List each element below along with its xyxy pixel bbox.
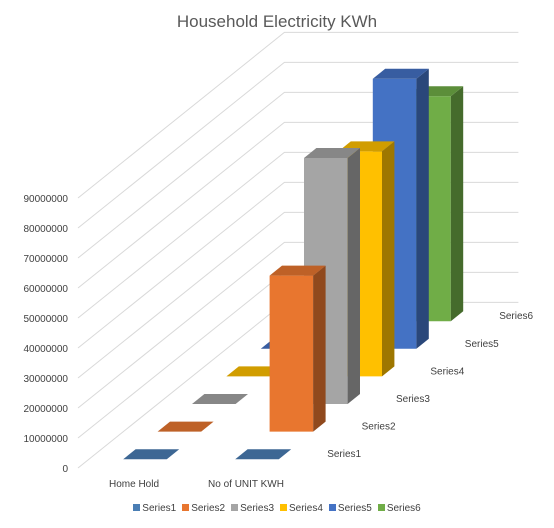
bar-series3-1 — [192, 394, 248, 404]
bar-top — [157, 421, 214, 432]
x-tick-label: Home Hold — [109, 479, 159, 490]
y-tick-label: 90000000 — [24, 194, 69, 205]
legend-label: Series6 — [386, 503, 421, 514]
series-axis-label: Series1 — [327, 449, 361, 460]
legend-item: Series4 — [280, 503, 323, 514]
bar-top — [269, 265, 326, 276]
legend-item: Series6 — [377, 503, 421, 514]
bar-side — [416, 68, 429, 349]
legend-swatch — [231, 503, 239, 511]
gridline — [77, 31, 519, 199]
legend-swatch — [328, 503, 336, 511]
legend: Series1 Series2 Series3 Series4 Series5 Serie… — [0, 503, 554, 514]
y-tick-label: 10000000 — [24, 434, 69, 445]
y-tick-label: 70000000 — [24, 254, 69, 265]
series-axis-label: Series6 — [499, 311, 533, 322]
bar-side — [347, 148, 360, 404]
y-tick-label: 40000000 — [24, 344, 69, 355]
y-tick-label: 0 — [62, 464, 68, 475]
y-tick-label: 30000000 — [24, 374, 69, 385]
series-axis-label: Series5 — [465, 339, 499, 350]
bar-side — [313, 265, 326, 432]
legend-label: Series1 — [142, 503, 177, 514]
bar-front — [269, 275, 314, 432]
series-axis-labels: Series1 Series2 Series3 Series4 Series5 Serie… — [327, 311, 533, 460]
y-tick-label: 60000000 — [24, 284, 69, 295]
bar-top — [123, 449, 180, 460]
series-axis-label: Series2 — [362, 422, 396, 433]
bar-side — [450, 86, 464, 322]
bar-series4-1 — [226, 366, 283, 377]
series-axis-label: Series4 — [430, 366, 464, 377]
legend-swatch — [280, 503, 287, 511]
series-axis-label: Series3 — [396, 394, 430, 405]
bar-top — [235, 449, 292, 460]
gridline — [77, 61, 519, 229]
bar-top — [304, 148, 360, 158]
bar-top — [372, 68, 429, 79]
y-tick-label: 20000000 — [24, 404, 69, 415]
legend-label: Series4 — [289, 503, 323, 514]
chart-title: Household Electricity KWh — [176, 12, 378, 31]
legend-item: Series3 — [231, 503, 274, 514]
legend-swatch — [182, 503, 190, 511]
y-tick-label: 50000000 — [24, 314, 69, 325]
y-tick-label: 80000000 — [24, 224, 69, 235]
x-axis-labels: Home Hold No of UNIT KWH — [109, 479, 284, 490]
legend-label: Series3 — [240, 503, 274, 514]
y-axis-ticks: 0 10000000 20000000 30000000 40000000 5000000… — [24, 194, 69, 475]
bars — [123, 68, 464, 460]
bar-top — [192, 394, 248, 404]
legend-item: Series5 — [328, 503, 372, 514]
bar-series1-2 — [235, 449, 292, 460]
legend-label: Series5 — [337, 503, 372, 514]
bar-side — [382, 141, 395, 377]
legend-swatch — [133, 503, 141, 511]
legend-item: Series1 — [133, 503, 176, 514]
x-tick-label: No of UNIT KWH — [208, 479, 284, 490]
legend-item: Series2 — [182, 503, 225, 514]
legend-label: Series2 — [191, 503, 226, 514]
legend-swatch — [377, 503, 385, 511]
bar-series2-1 — [157, 421, 214, 432]
bar-series1-1 — [123, 449, 180, 460]
bar-series2-2 — [269, 265, 326, 432]
bar-top — [226, 366, 283, 377]
